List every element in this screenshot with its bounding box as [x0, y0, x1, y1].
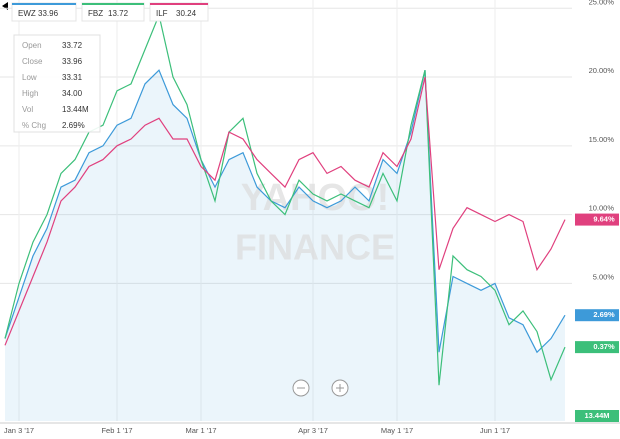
tooltip-value: 33.31: [62, 73, 83, 82]
tooltip-box: [13, 34, 101, 133]
x-tick-label: Jun 1 '17: [480, 426, 510, 435]
line: [4, 76, 566, 346]
x-tick-label: May 1 '17: [381, 426, 413, 435]
tooltip-value: 34.00: [62, 89, 83, 98]
tooltip-label: Close: [22, 57, 43, 66]
legend-quote: 13.72: [108, 9, 129, 18]
volume-label-box: [575, 410, 619, 422]
value-label: 0.37%: [593, 342, 615, 351]
tooltip-label: High: [22, 89, 38, 98]
legend-quote: 30.24: [176, 9, 197, 18]
value-label: 2.69%: [593, 310, 615, 319]
tab-color: [12, 3, 76, 5]
y-tick-label: 15.00%: [589, 135, 615, 144]
tooltip-value: 13.44M: [62, 105, 89, 114]
legend-name: EWZ: [18, 9, 36, 18]
watermark-text: FINANCE: [235, 227, 395, 268]
value-label: 9.64%: [593, 215, 615, 224]
x-tick-label: Mar 1 '17: [185, 426, 216, 435]
y-tick-label: 25.00%: [589, 0, 615, 6]
line: [4, 69, 566, 354]
x-tick-label: Apr 3 '17: [298, 426, 328, 435]
x-tick-label: Jan 3 '17: [4, 426, 34, 435]
zoom-controls: [292, 379, 349, 397]
tab-color: [82, 3, 144, 5]
legend-tab[interactable]: ILF 30.24: [149, 2, 209, 22]
tooltip-value: 33.72: [62, 41, 83, 50]
legend-quote: 33.96: [38, 9, 59, 18]
legend-name: ILF: [156, 9, 168, 18]
tooltip-value: 33.96: [62, 57, 83, 66]
tooltip-value: 2.69%: [62, 121, 85, 130]
legend-tab[interactable]: EWZ 33.96: [11, 2, 77, 22]
legend-name: FBZ: [88, 9, 103, 18]
y-tick-label: 20.00%: [589, 66, 615, 75]
y-tick-label: 10.00%: [589, 204, 615, 213]
tooltip-label: Low: [22, 73, 37, 82]
tooltip-label: % Chg: [22, 121, 46, 130]
watermark-text: YAHOO!: [241, 177, 390, 219]
value-label-box: [575, 341, 619, 354]
tab-color: [150, 3, 208, 5]
tooltip-label: Open: [22, 41, 42, 50]
value-label-box: [575, 213, 619, 226]
tooltip-label: Vol: [22, 105, 33, 114]
volume-label: 13.44M: [584, 411, 609, 420]
y-tick-label: 5.00%: [593, 272, 615, 281]
value-label-box: [575, 309, 619, 322]
legend-tab[interactable]: FBZ 13.72: [81, 2, 145, 22]
watermark: YAHOO! FINANCE: [235, 177, 395, 267]
area: [5, 70, 565, 421]
x-tick-label: Feb 1 '17: [101, 426, 132, 435]
